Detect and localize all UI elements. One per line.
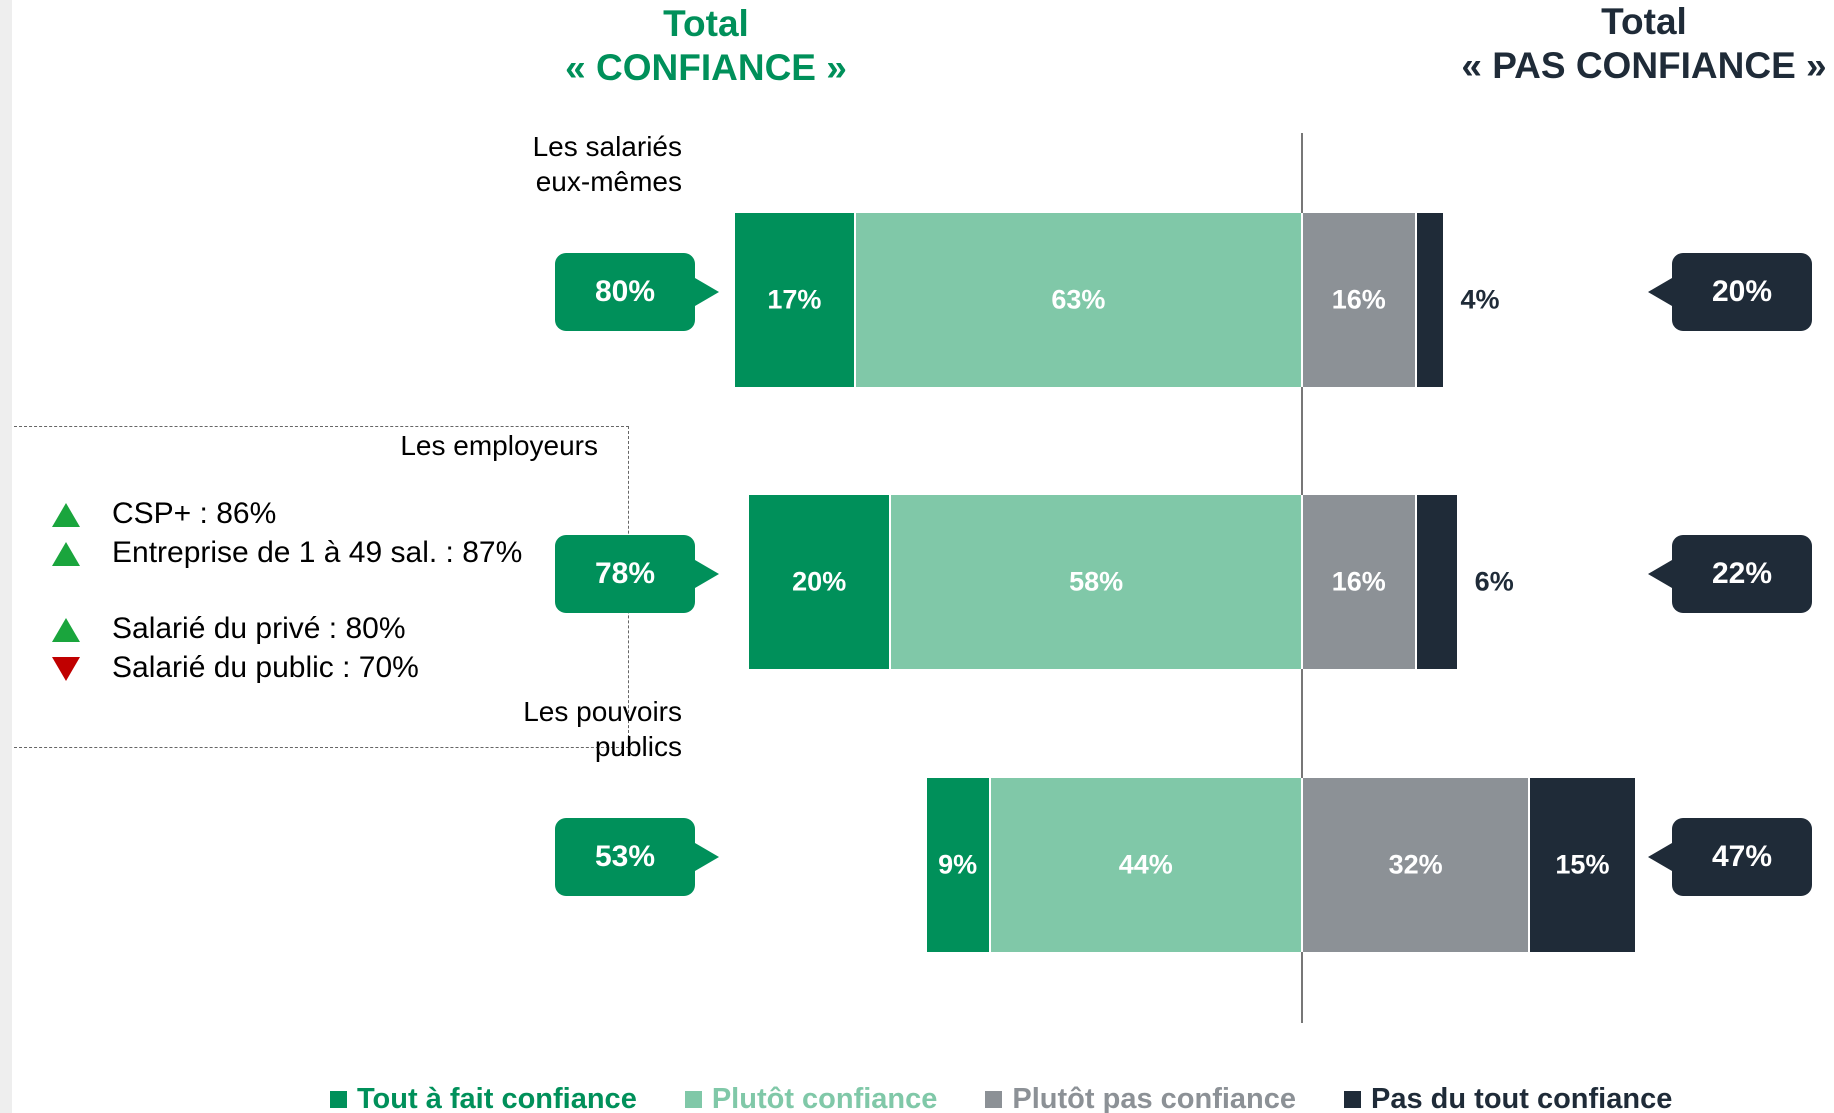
- header-line: « CONFIANCE »: [565, 47, 847, 88]
- callout-arrow: [695, 560, 719, 588]
- value-label: 58%: [1069, 566, 1124, 597]
- bar-segment: [1529, 778, 1636, 952]
- header-line: Total: [1601, 1, 1687, 42]
- legend-label: Plutôt confiance: [711, 1083, 938, 1113]
- legend: Tout à fait confiance Plutôt confiance Plu…: [330, 1083, 1720, 1113]
- total-confiance: 53%: [555, 818, 695, 896]
- right-header: Total « PAS CONFIANCE »: [1394, 0, 1834, 88]
- legend-swatch: [985, 1091, 1003, 1108]
- header-line: Total: [663, 3, 749, 44]
- legend-entry: Pas du tout confiance: [1344, 1083, 1672, 1113]
- bar-segment: [1415, 495, 1459, 669]
- callout-arrow: [695, 843, 719, 871]
- value-label: 63%: [1051, 284, 1106, 315]
- total-pas-confiance: 20%: [1672, 253, 1812, 331]
- callout-arrow: [1648, 278, 1672, 306]
- bar-segment: [1302, 495, 1416, 669]
- value-label: 16%: [1331, 566, 1386, 597]
- down-marker: [52, 657, 80, 681]
- callout-arrow: [695, 278, 719, 306]
- value-label: 44%: [1118, 849, 1173, 880]
- legend-swatch: [684, 1091, 702, 1108]
- legend-label: Plutôt pas confiance: [1012, 1083, 1297, 1113]
- value-label: 16%: [1331, 284, 1386, 315]
- value-label: 15%: [1555, 849, 1610, 880]
- total-confiance: 78%: [555, 535, 695, 613]
- header-line: « PAS CONFIANCE »: [1461, 45, 1827, 86]
- value-label: 9%: [938, 849, 978, 880]
- up-marker: [52, 503, 80, 527]
- annotation-item: Salarié du public : 70%: [112, 651, 419, 684]
- legend-entry: Plutôt confiance: [684, 1083, 938, 1113]
- callout-arrow: [1648, 843, 1672, 871]
- bar-segment: [989, 778, 1302, 952]
- bar-segment: [1302, 778, 1530, 952]
- left-header: Total « CONFIANCE »: [456, 2, 956, 90]
- legend-swatch: [330, 1091, 347, 1108]
- callout-arrow: [1648, 560, 1672, 588]
- legend-label: Tout à fait confiance: [357, 1083, 637, 1113]
- annotation-item: Entreprise de 1 à 49 sal. : 87%: [112, 536, 523, 569]
- bar-segment: [890, 495, 1302, 669]
- legend-swatch: [1344, 1091, 1362, 1108]
- value-label: 32%: [1388, 849, 1443, 880]
- bar-segment: [1415, 213, 1444, 387]
- annotation-item: Salarié du privé : 80%: [112, 612, 406, 645]
- legend-label: Pas du tout confiance: [1371, 1083, 1673, 1113]
- annotation-item: CSP+ : 86%: [112, 497, 277, 530]
- up-marker: [52, 618, 80, 642]
- bar-segment: [1302, 213, 1416, 387]
- category-label: Les employeurs: [400, 430, 598, 461]
- up-marker: [52, 542, 80, 566]
- bar-segment: [734, 213, 855, 387]
- value-label: 17%: [767, 284, 822, 315]
- total-pas-confiance: 22%: [1672, 535, 1812, 613]
- legend-entry: Tout à fait confiance: [330, 1083, 637, 1113]
- legend-entry: Plutôt pas confiance: [985, 1083, 1296, 1113]
- total-confiance: 80%: [555, 253, 695, 331]
- category-label: Les pouvoirs publics: [523, 696, 682, 762]
- side-strip: [0, 0, 12, 1113]
- category-label: Les salariés eux-mêmes: [532, 131, 682, 197]
- bar-segment: [748, 495, 891, 669]
- value-label: 4%: [1460, 284, 1500, 315]
- total-pas-confiance: 47%: [1672, 818, 1812, 896]
- bar-segment: [854, 213, 1302, 387]
- value-label: 20%: [792, 566, 847, 597]
- value-label: 6%: [1474, 566, 1514, 597]
- bar-segment: [925, 778, 990, 952]
